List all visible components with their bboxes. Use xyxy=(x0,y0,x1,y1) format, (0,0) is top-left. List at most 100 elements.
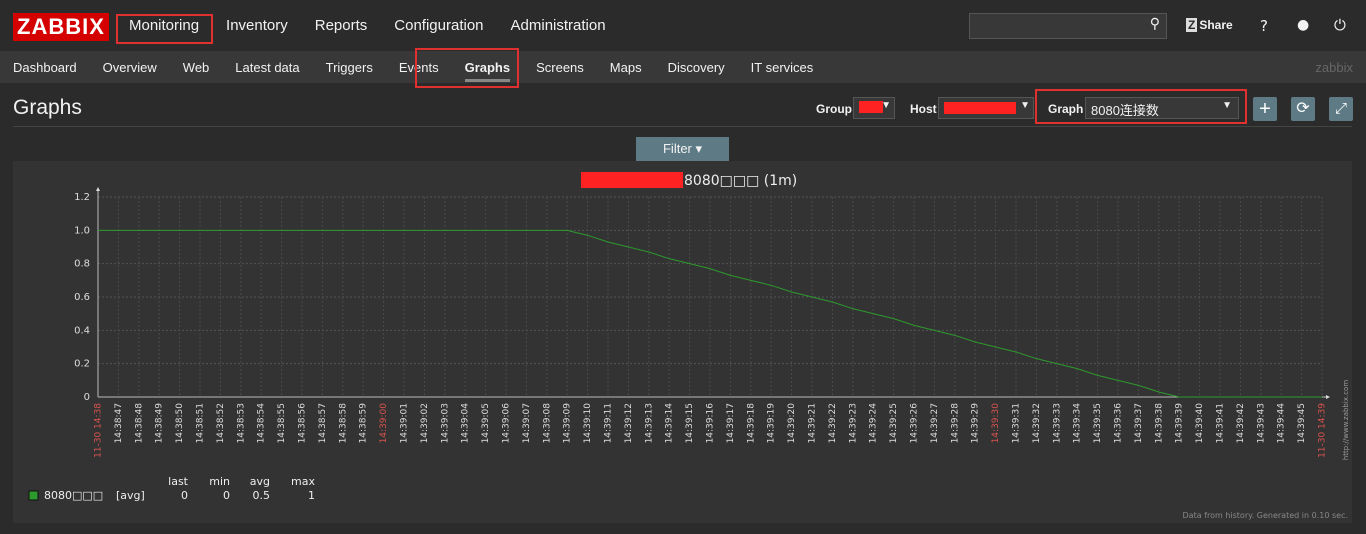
server-name: zabbix xyxy=(1315,60,1353,75)
x-tick-label: 14:38:58 xyxy=(338,403,348,444)
sub-item[interactable]: Triggers xyxy=(325,60,373,75)
x-tick-label: 14:39:14 xyxy=(665,403,675,444)
sub-item[interactable]: Web xyxy=(182,60,210,75)
x-tick-label: 14:39:19 xyxy=(767,403,777,444)
x-tick-label: 14:39:04 xyxy=(461,403,471,444)
x-tick-label: 14:39:27 xyxy=(930,403,940,443)
x-tick-label: 14:39:00 xyxy=(379,403,389,444)
sub-menu-items: Dashboard Overview Web Latest data Trigg… xyxy=(13,60,813,82)
x-tick-label: 14:39:16 xyxy=(706,403,716,444)
x-tick-label: 14:39:10 xyxy=(583,403,593,444)
filter-label: Filter xyxy=(662,141,692,156)
y-tick-label: 1.0 xyxy=(74,225,90,236)
y-tick-label: 0.4 xyxy=(74,325,90,336)
sub-item[interactable]: Screens xyxy=(536,60,584,75)
x-tick-label: 14:39:02 xyxy=(420,403,430,443)
x-tick-label: 14:39:25 xyxy=(889,403,899,443)
page-title: Graphs xyxy=(13,96,82,119)
x-tick-label: 14:39:45 xyxy=(1297,403,1307,443)
legend-stat: 1 xyxy=(308,489,315,502)
x-tick-label: 14:39:12 xyxy=(624,403,634,443)
share-button[interactable]: Z Share xyxy=(1186,18,1233,32)
graph-select[interactable]: 8080连接数 ▼ xyxy=(1085,97,1239,119)
footer: Data from history. Generated in 0.10 sec… xyxy=(1183,511,1348,520)
sub-item[interactable]: Discovery xyxy=(667,60,725,75)
logo[interactable]: ZABBIX xyxy=(13,13,109,41)
legend-stat: 0 xyxy=(223,489,230,502)
refresh-button[interactable]: ⟳ xyxy=(1291,97,1315,121)
x-tick-label: 14:39:28 xyxy=(950,403,960,444)
sub-item[interactable]: Overview xyxy=(102,60,157,75)
x-tick-label: 14:39:29 xyxy=(971,403,981,444)
x-tick-label: 14:38:57 xyxy=(318,403,328,443)
divider xyxy=(13,126,1352,127)
x-tick-label: 14:39:37 xyxy=(1134,403,1144,443)
x-tick-label: 14:38:48 xyxy=(134,403,144,444)
add-button[interactable]: + xyxy=(1253,97,1277,121)
x-tick-label: 14:39:11 xyxy=(604,403,614,443)
sub-menu: Dashboard Overview Web Latest data Trigg… xyxy=(0,51,1366,83)
x-tick-label: 11-30 14:39 xyxy=(1318,403,1328,458)
x-tick-label: 14:39:42 xyxy=(1236,403,1246,443)
x-tick-label: 14:39:34 xyxy=(1073,403,1083,444)
x-tick-label: 14:39:08 xyxy=(542,403,552,444)
logout-button[interactable]: ⏻ xyxy=(1334,16,1346,34)
x-tick-label: 14:39:33 xyxy=(1052,403,1062,443)
group-label: Group xyxy=(816,102,852,116)
legend-function: [avg] xyxy=(116,489,145,502)
series-line xyxy=(98,229,1322,398)
menu-item[interactable]: Configuration xyxy=(394,17,484,34)
x-tick-label: 14:39:39 xyxy=(1175,403,1185,444)
x-tick-label: 14:38:53 xyxy=(236,403,246,443)
x-tick-label: 14:39:17 xyxy=(726,403,736,443)
sub-item[interactable]: Dashboard xyxy=(13,60,77,75)
menu-item[interactable]: Monitoring xyxy=(129,17,200,34)
chart-title: 8080□□□ (1m) xyxy=(684,173,797,189)
x-tick-label: 14:38:47 xyxy=(114,403,124,443)
help-button[interactable]: ? xyxy=(1260,17,1268,35)
axis xyxy=(97,189,1328,398)
x-tick-label: 14:39:38 xyxy=(1154,403,1164,444)
sub-item[interactable]: IT services xyxy=(750,60,814,75)
legend-header: avg xyxy=(250,475,270,488)
x-tick-label: 14:39:36 xyxy=(1114,403,1124,444)
x-tick-label: 14:39:22 xyxy=(828,403,838,443)
share-label: Share xyxy=(1199,18,1233,32)
menu-item[interactable]: Administration xyxy=(510,17,606,34)
sub-item[interactable]: Events xyxy=(398,60,439,75)
graph-label: Graph xyxy=(1048,102,1084,116)
x-tick-label: 14:38:59 xyxy=(359,403,369,444)
highlight-box xyxy=(1035,89,1247,124)
x-tick-label: 14:38:49 xyxy=(155,403,165,444)
sub-item[interactable]: Latest data xyxy=(235,60,300,75)
profile-button[interactable]: ● xyxy=(1297,17,1310,33)
menu-item[interactable]: Inventory xyxy=(226,17,288,34)
y-tick-label: 0 xyxy=(84,392,90,403)
x-tick-label: 14:39:35 xyxy=(1093,403,1103,443)
sub-item[interactable]: Maps xyxy=(609,60,642,75)
legend-header: last xyxy=(168,475,189,488)
x-tick-label: 14:39:09 xyxy=(563,403,573,444)
filter-tab[interactable]: Filter ▾ xyxy=(636,137,729,161)
group-select[interactable]: ▼ xyxy=(853,97,895,119)
top-bar: ZABBIX Monitoring Inventory Reports Conf… xyxy=(0,0,1366,52)
legend-stat: 0 xyxy=(181,489,188,502)
legend-label: 8080□□□ xyxy=(44,489,103,502)
x-tick-label: 14:39:18 xyxy=(746,403,756,444)
search-input[interactable]: ⚲ xyxy=(969,13,1167,39)
sub-item[interactable]: Graphs xyxy=(464,60,511,82)
highlight-box xyxy=(415,48,519,88)
x-tick-label: 14:39:13 xyxy=(644,403,654,443)
host-label: Host xyxy=(910,102,937,116)
redaction xyxy=(581,172,683,188)
fullscreen-button[interactable]: ⤢ xyxy=(1329,97,1353,121)
legend-stat: 0.5 xyxy=(253,489,271,502)
legend-header: max xyxy=(291,475,315,488)
x-tick-label: 14:38:54 xyxy=(257,403,267,444)
host-select[interactable]: ▼ xyxy=(938,97,1034,119)
legend-swatch xyxy=(28,490,39,501)
x-tick-label: 14:39:20 xyxy=(787,403,797,444)
menu-item[interactable]: Reports xyxy=(314,17,368,34)
x-tick-label: 14:39:07 xyxy=(522,403,532,443)
highlight-box xyxy=(116,14,213,44)
